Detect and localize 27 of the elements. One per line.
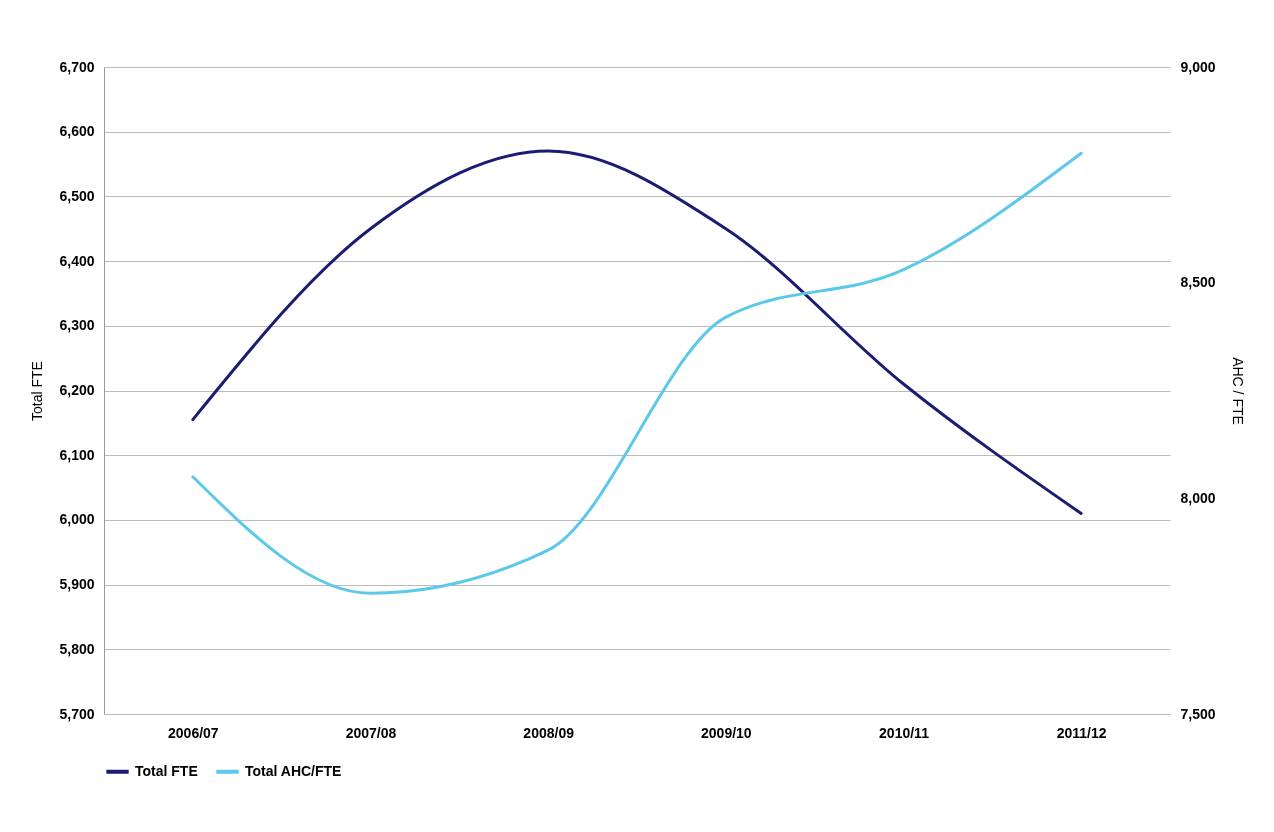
y-tick-label: 6,700 bbox=[59, 58, 95, 75]
y-tick-label: 6,300 bbox=[59, 317, 95, 334]
y-tick-label: 6,200 bbox=[59, 382, 95, 398]
x-tick-label: 2008/09 bbox=[523, 724, 575, 741]
x-tick-label: 2010/11 bbox=[879, 724, 930, 741]
x-tick-label: 2007/08 bbox=[345, 724, 397, 741]
legend-label: Total FTE bbox=[135, 762, 198, 779]
y-tick-label: 6,600 bbox=[59, 123, 95, 140]
y-tick-label: 6,500 bbox=[59, 187, 95, 204]
x-tick-label: 2006/07 bbox=[168, 724, 219, 741]
y-tick-label: 6,400 bbox=[59, 252, 95, 269]
legend-label: Total AHC/FTE bbox=[245, 762, 342, 779]
line-series bbox=[191, 151, 1083, 595]
y-axis-title: Total FTE bbox=[29, 361, 46, 421]
y2-tick-label: 7,500 bbox=[1180, 705, 1216, 722]
y-tick-label: 6,100 bbox=[59, 446, 95, 463]
line-series bbox=[191, 149, 1083, 515]
y-tick-label: 5,900 bbox=[59, 576, 95, 593]
y-tick-label: 5,800 bbox=[59, 640, 95, 657]
y-tick-label: 6,000 bbox=[59, 511, 95, 528]
y2-tick-label: 8,000 bbox=[1180, 489, 1216, 506]
x-tick-label: 2009/10 bbox=[701, 724, 752, 741]
y2-tick-label: 8,500 bbox=[1180, 274, 1216, 291]
y-tick-label: 5,700 bbox=[59, 705, 95, 722]
y2-axis-title: AHC / FTE bbox=[1229, 357, 1246, 425]
x-tick-label: 2011/12 bbox=[1056, 724, 1107, 741]
y2-tick-label: 9,000 bbox=[1180, 58, 1216, 75]
